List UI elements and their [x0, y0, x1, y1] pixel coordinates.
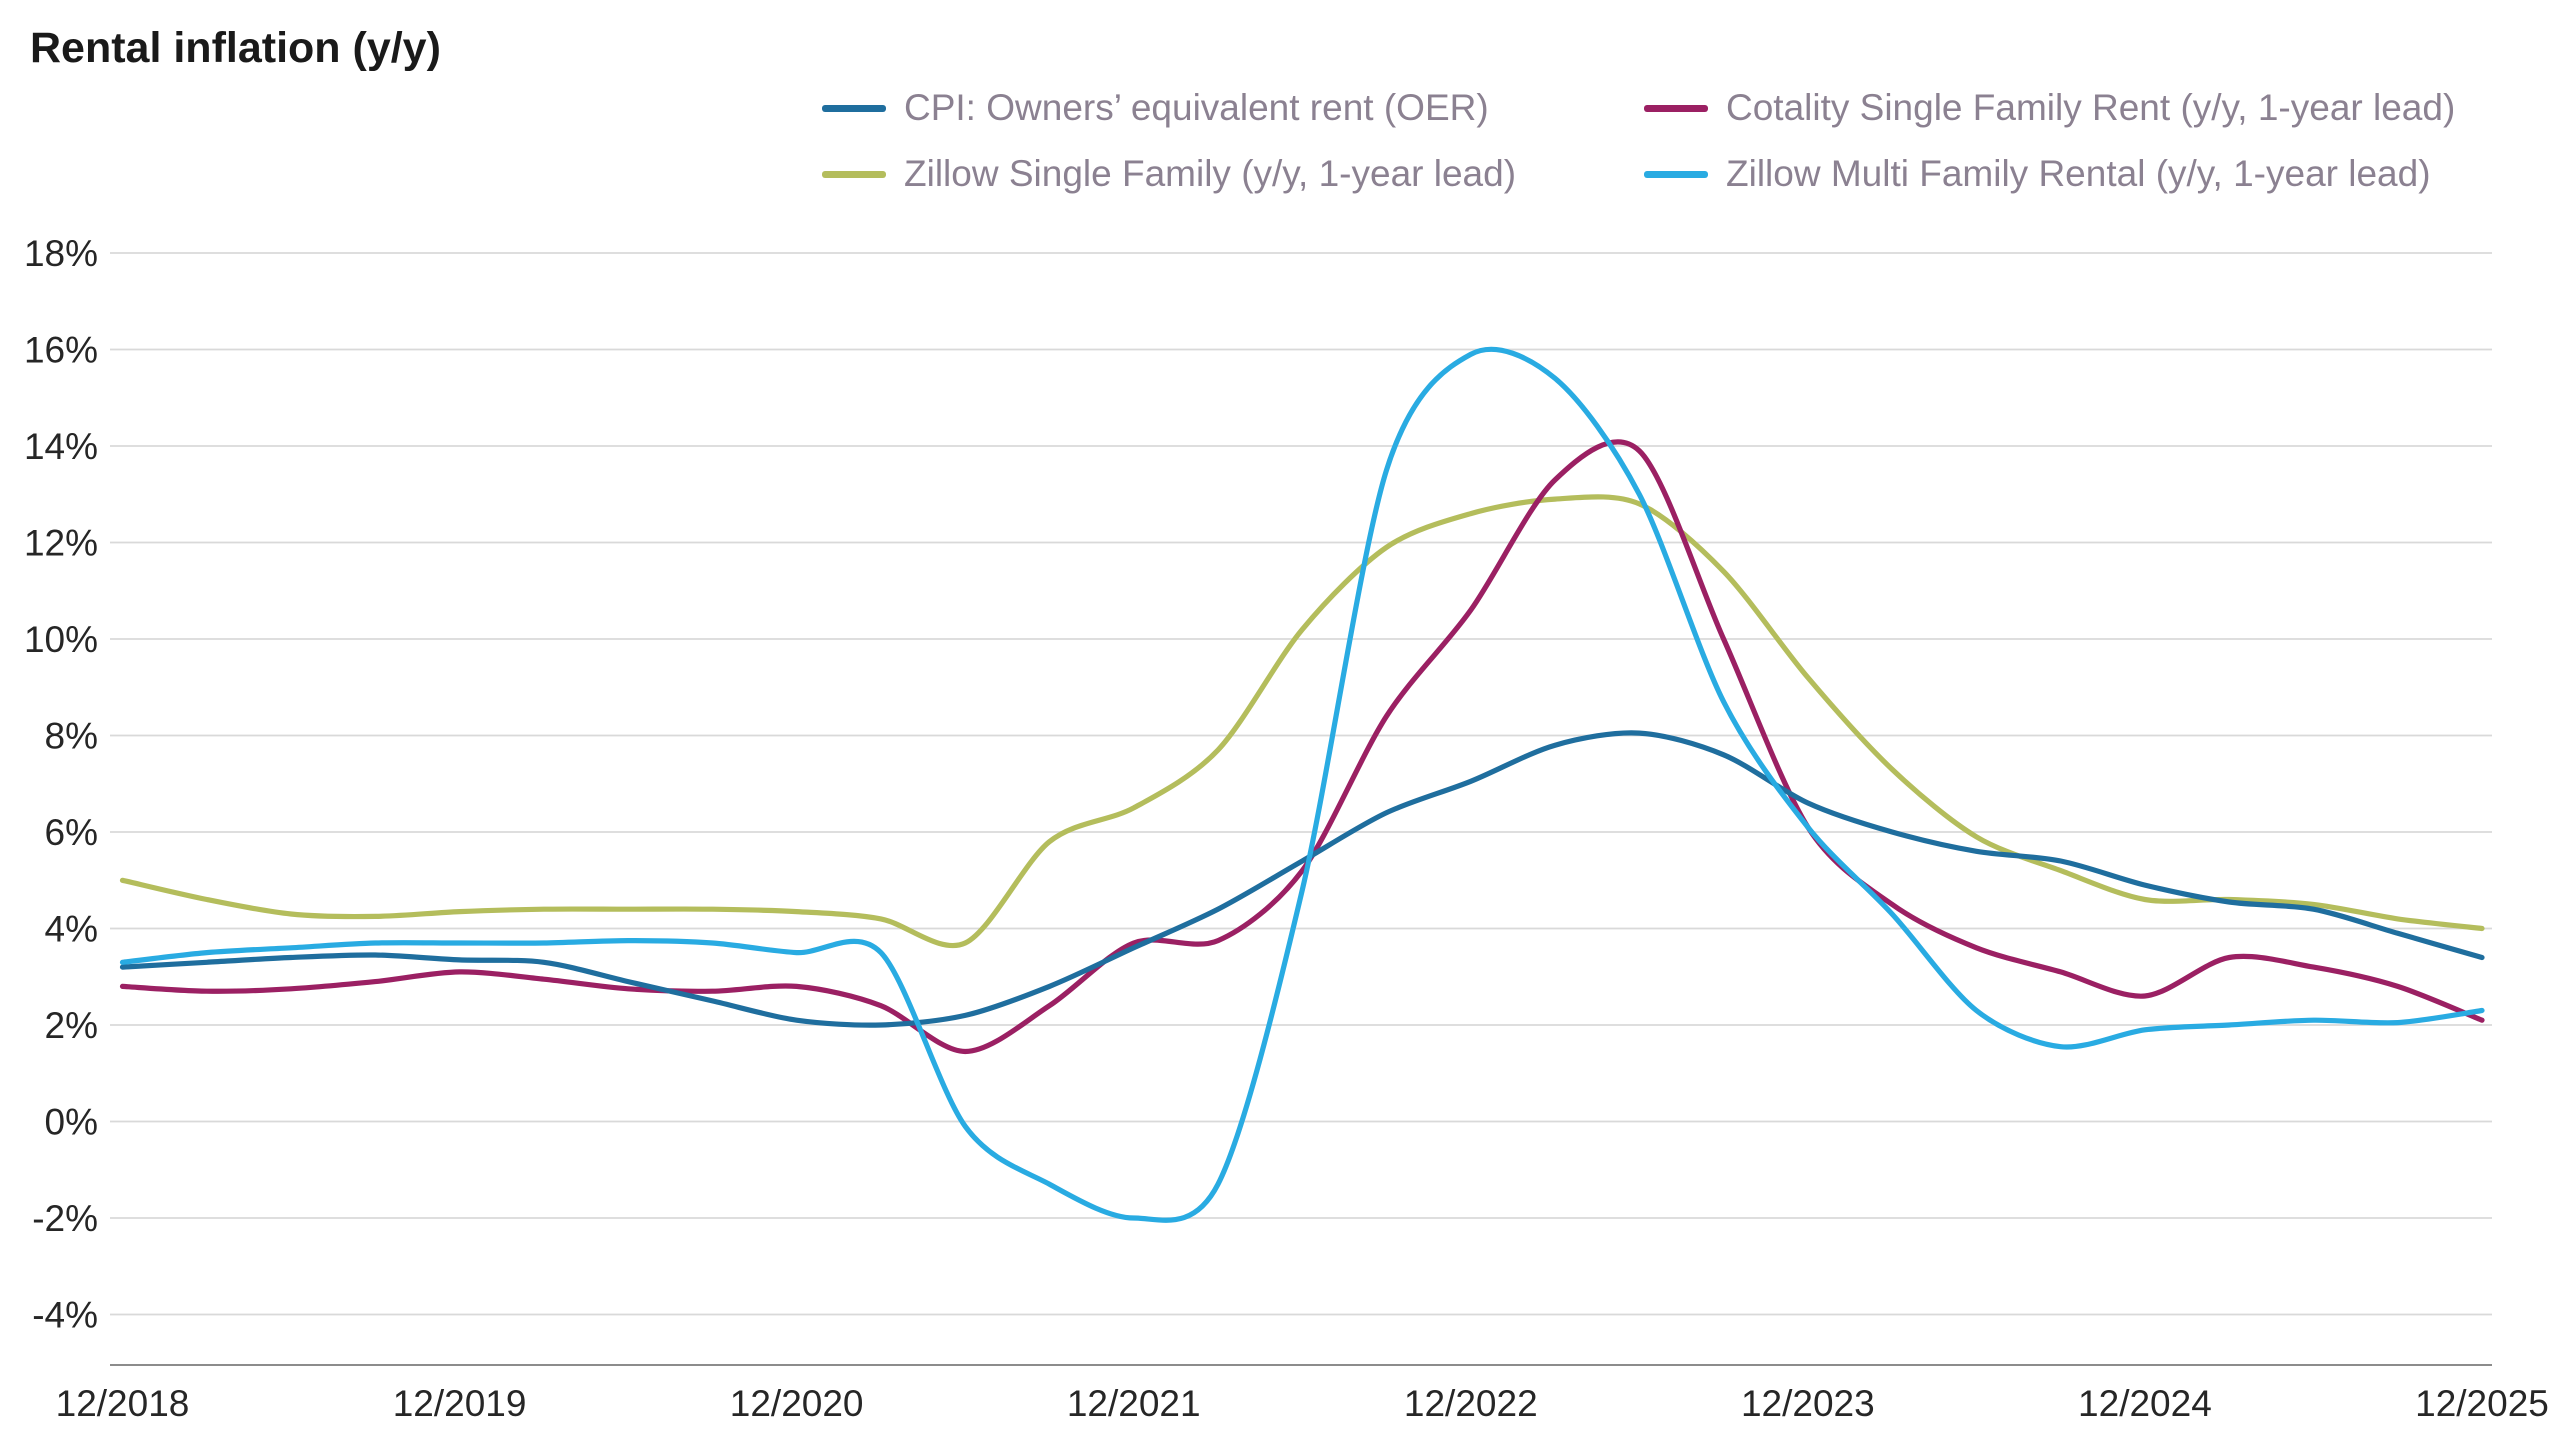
legend-swatch-zillow-multi-family-rental: [1644, 170, 1708, 178]
y-axis-tick-label: 16%: [24, 330, 98, 371]
legend: CPI: Owners’ equivalent rent (OER) Cotal…: [822, 86, 2455, 196]
y-axis-tick-label: 6%: [45, 812, 98, 853]
y-axis-tick-label: 14%: [24, 426, 98, 467]
series-line-cpi-oer: [119, 730, 2485, 1028]
x-axis-tick-label: 12/2019: [393, 1383, 527, 1424]
x-axis-tick-label: 12/2025: [2415, 1383, 2549, 1424]
x-axis-tick-label: 12/2024: [2078, 1383, 2212, 1424]
y-axis-tick-label: 0%: [45, 1102, 98, 1143]
x-axis-tick-label: 12/2022: [1404, 1383, 1538, 1424]
legend-label-cotality-single-family-rent: Cotality Single Family Rent (y/y, 1-year…: [1726, 87, 2456, 128]
y-axis-tick-label: 2%: [45, 1005, 98, 1046]
legend-item-cpi-oer: CPI: Owners’ equivalent rent (OER): [822, 86, 1644, 130]
y-axis-tick-label: 10%: [24, 619, 98, 660]
y-axis-tick-label: 4%: [45, 909, 98, 950]
legend-label-zillow-multi-family-rental: Zillow Multi Family Rental (y/y, 1-year …: [1726, 153, 2431, 194]
legend-swatch-zillow-single-family: [822, 170, 886, 178]
series-line-zillow-multi-family-rental: [119, 346, 2485, 1223]
series-line-zillow-single-family: [119, 494, 2485, 948]
x-axis-tick-label: 12/2018: [56, 1383, 190, 1424]
y-axis-tick-label: 12%: [24, 523, 98, 564]
x-axis-tick-label: 12/2020: [730, 1383, 864, 1424]
y-axis-tick-label: 18%: [24, 233, 98, 274]
legend-item-zillow-single-family: Zillow Single Family (y/y, 1-year lead): [822, 152, 1644, 196]
series-line-cotality-single-family-rent: [119, 439, 2485, 1055]
legend-label-cpi-oer: CPI: Owners’ equivalent rent (OER): [904, 87, 1489, 128]
x-axis-tick-label: 12/2023: [1741, 1383, 1875, 1424]
y-axis-tick-label: -4%: [32, 1295, 98, 1336]
y-axis-tick-label: 8%: [45, 716, 98, 757]
legend-item-zillow-multi-family-rental: Zillow Multi Family Rental (y/y, 1-year …: [1644, 152, 2455, 196]
x-axis-tick-label: 12/2021: [1067, 1383, 1201, 1424]
legend-item-cotality-single-family-rent: Cotality Single Family Rent (y/y, 1-year…: [1644, 86, 2455, 130]
legend-swatch-cpi-oer: [822, 104, 886, 112]
legend-swatch-cotality-single-family-rent: [1644, 104, 1708, 112]
legend-label-zillow-single-family: Zillow Single Family (y/y, 1-year lead): [904, 153, 1517, 194]
chart-title: Rental inflation (y/y): [30, 24, 441, 72]
y-axis-tick-label: -2%: [32, 1198, 98, 1239]
